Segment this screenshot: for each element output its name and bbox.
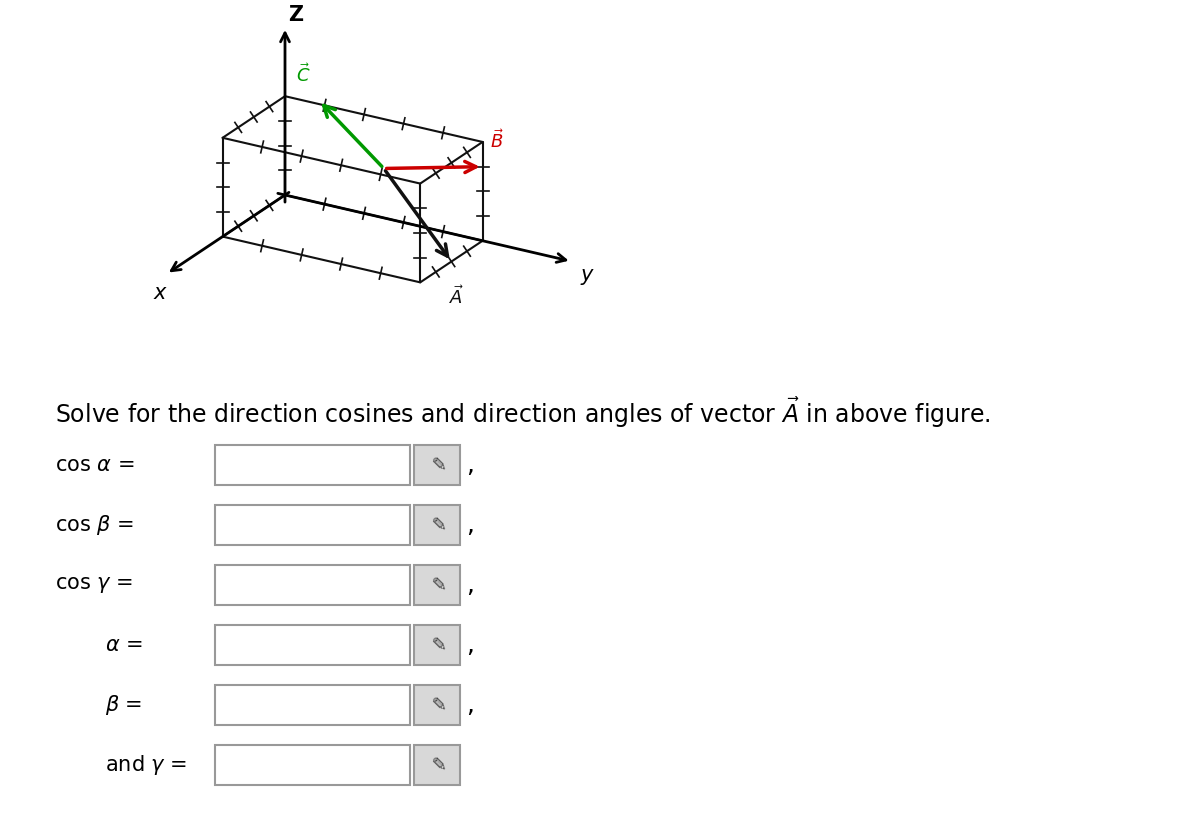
Bar <box>414 625 460 665</box>
Bar <box>215 505 410 545</box>
Text: ,: , <box>466 573 474 597</box>
Text: ,: , <box>466 453 474 477</box>
Bar <box>414 565 460 605</box>
Text: ,: , <box>466 693 474 717</box>
Bar <box>414 505 460 545</box>
Bar <box>215 685 410 725</box>
Bar <box>414 745 460 785</box>
Text: x: x <box>154 283 167 303</box>
Text: ✏: ✏ <box>425 692 450 717</box>
Text: and $\gamma$ =: and $\gamma$ = <box>106 753 187 777</box>
Text: Z: Z <box>288 5 304 25</box>
Text: $\vec{A}$: $\vec{A}$ <box>449 285 464 308</box>
Bar <box>215 565 410 605</box>
Text: ✏: ✏ <box>425 573 450 598</box>
Text: ,: , <box>466 513 474 537</box>
Text: $\beta$ =: $\beta$ = <box>106 693 143 717</box>
Text: $\vec{B}$: $\vec{B}$ <box>490 129 504 151</box>
Text: ✏: ✏ <box>425 752 450 777</box>
Text: y: y <box>580 265 593 285</box>
Text: $\cos\,\gamma$ =: $\cos\,\gamma$ = <box>55 575 133 595</box>
Text: $\alpha$ =: $\alpha$ = <box>106 635 143 655</box>
Bar <box>215 445 410 485</box>
Text: ✏: ✏ <box>425 633 450 657</box>
Text: $\vec{C}$: $\vec{C}$ <box>296 63 311 85</box>
Text: ,: , <box>466 633 474 657</box>
Text: ✏: ✏ <box>425 452 450 477</box>
Text: $\cos\,\beta$ =: $\cos\,\beta$ = <box>55 513 134 537</box>
Bar <box>215 625 410 665</box>
Bar <box>215 745 410 785</box>
Text: $\cos\,\alpha$ =: $\cos\,\alpha$ = <box>55 455 134 475</box>
Bar <box>414 685 460 725</box>
Text: Solve for the direction cosines and direction angles of vector $\vec{A}$ in abov: Solve for the direction cosines and dire… <box>55 395 991 430</box>
Text: ✏: ✏ <box>425 512 450 538</box>
Bar <box>414 445 460 485</box>
